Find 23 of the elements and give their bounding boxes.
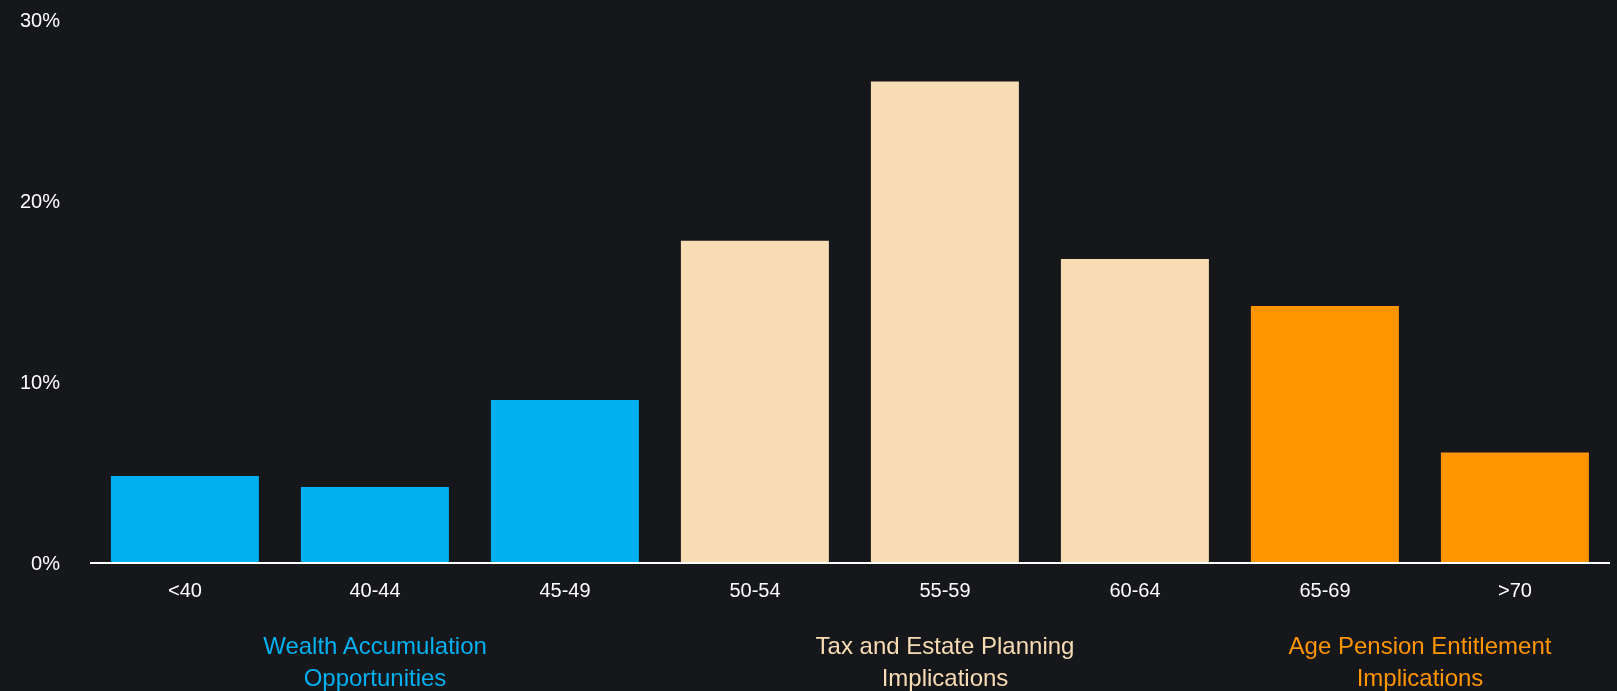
y-tick-label: 30% bbox=[19, 9, 61, 32]
x-tick-label: 50-54 bbox=[729, 579, 781, 602]
x-tick-label: 45-49 bbox=[539, 579, 591, 602]
text: Tax and Estate Planning Implications bbox=[814, 631, 1076, 691]
bar bbox=[1250, 305, 1399, 563]
bar bbox=[490, 400, 639, 563]
bar bbox=[300, 486, 449, 563]
y-tick-label: 0% bbox=[31, 552, 61, 575]
text: Age Pension Entitlement Implications bbox=[1287, 631, 1553, 691]
x-tick-label: 60-64 bbox=[1109, 579, 1161, 602]
x-tick-label: 55-59 bbox=[919, 579, 971, 602]
x-tick-label: >70 bbox=[1498, 579, 1532, 602]
bar bbox=[870, 81, 1019, 563]
x-tick-label: 40-44 bbox=[349, 579, 401, 602]
y-tick-label: 20% bbox=[19, 190, 61, 213]
x-tick-label: 65-69 bbox=[1299, 579, 1351, 602]
bar bbox=[1440, 452, 1589, 563]
x-tick-label: <40 bbox=[168, 579, 202, 602]
y-tick-label: 10% bbox=[19, 371, 61, 394]
bar bbox=[110, 476, 259, 563]
text: Wealth Accumulation Opportunities bbox=[262, 631, 488, 691]
bar bbox=[680, 240, 829, 563]
bar bbox=[1060, 258, 1209, 563]
